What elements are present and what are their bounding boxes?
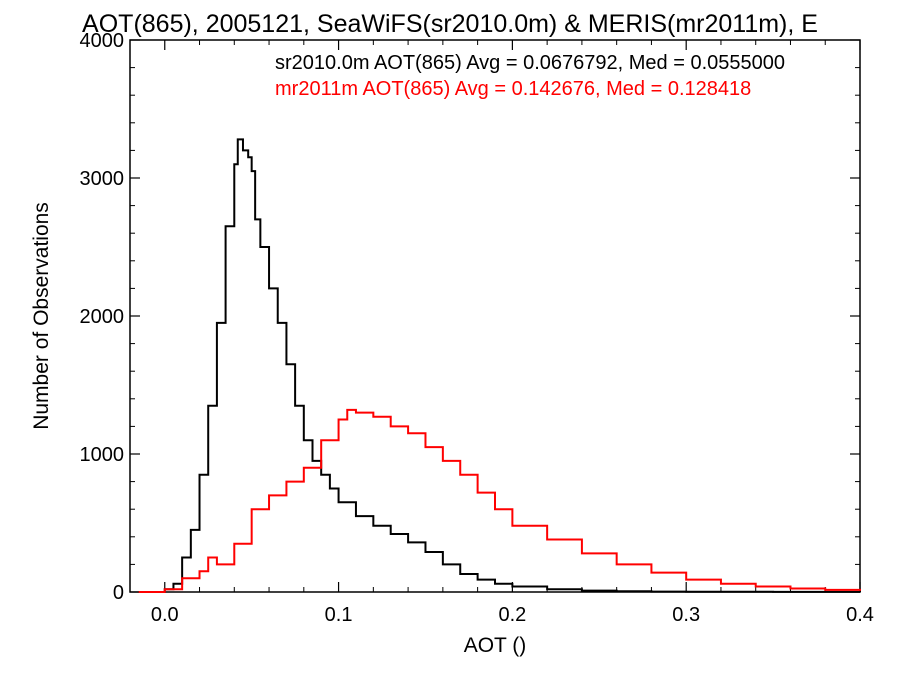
y-tick-label: 0: [113, 582, 124, 604]
series-black-line: [138, 138, 861, 593]
annotation-black: sr2010.0m AOT(865) Avg = 0.0676792, Med …: [275, 52, 785, 74]
x-tick-label: 0.2: [498, 604, 526, 626]
data-series: [138, 138, 861, 593]
y-axis-label: Number of Observations: [30, 202, 53, 430]
axis-ticks: 0.0 0.1 0.2 0.3 0.4 0 1000 2000 3000 4000: [80, 30, 874, 626]
x-tick-label: 0.1: [325, 604, 353, 626]
y-tick-label: 1000: [80, 444, 125, 466]
x-tick-label: 0.4: [846, 604, 874, 626]
x-tick-label: 0.0: [151, 604, 179, 626]
x-axis-label: AOT (): [464, 634, 527, 657]
chart-title: AOT(865), 2005121, SeaWiFS(sr2010.0m) & …: [82, 10, 818, 38]
y-tick-label: 3000: [80, 168, 125, 190]
series-red-line: [138, 408, 861, 593]
x-tick-label: 0.3: [672, 604, 700, 626]
annotation-red: mr2011m AOT(865) Avg = 0.142676, Med = 0…: [275, 78, 751, 100]
y-tick-label: 4000: [80, 30, 125, 52]
y-tick-label: 2000: [80, 306, 125, 328]
